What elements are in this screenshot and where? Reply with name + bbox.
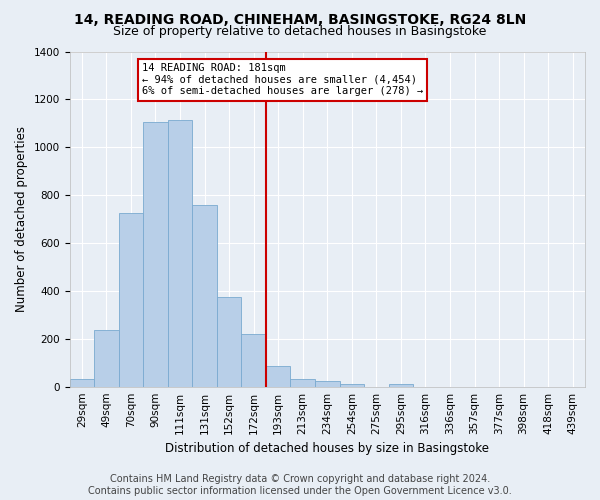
Text: 14, READING ROAD, CHINEHAM, BASINGSTOKE, RG24 8LN: 14, READING ROAD, CHINEHAM, BASINGSTOKE,… [74,12,526,26]
Bar [70,380,94,386]
Bar [119,213,143,386]
Bar [315,380,340,386]
Bar [241,334,266,386]
Bar [192,204,217,386]
Bar [168,120,192,386]
X-axis label: Distribution of detached houses by size in Basingstoke: Distribution of detached houses by size … [165,442,489,455]
Y-axis label: Number of detached properties: Number of detached properties [15,126,28,312]
Bar [143,122,168,386]
Text: Size of property relative to detached houses in Basingstoke: Size of property relative to detached ho… [113,25,487,38]
Bar [94,330,119,386]
Bar [290,380,315,386]
Bar [217,297,241,386]
Bar [389,384,413,386]
Text: 14 READING ROAD: 181sqm
← 94% of detached houses are smaller (4,454)
6% of semi-: 14 READING ROAD: 181sqm ← 94% of detache… [142,63,423,96]
Text: Contains HM Land Registry data © Crown copyright and database right 2024.
Contai: Contains HM Land Registry data © Crown c… [88,474,512,496]
Bar [266,366,290,386]
Bar [340,384,364,386]
